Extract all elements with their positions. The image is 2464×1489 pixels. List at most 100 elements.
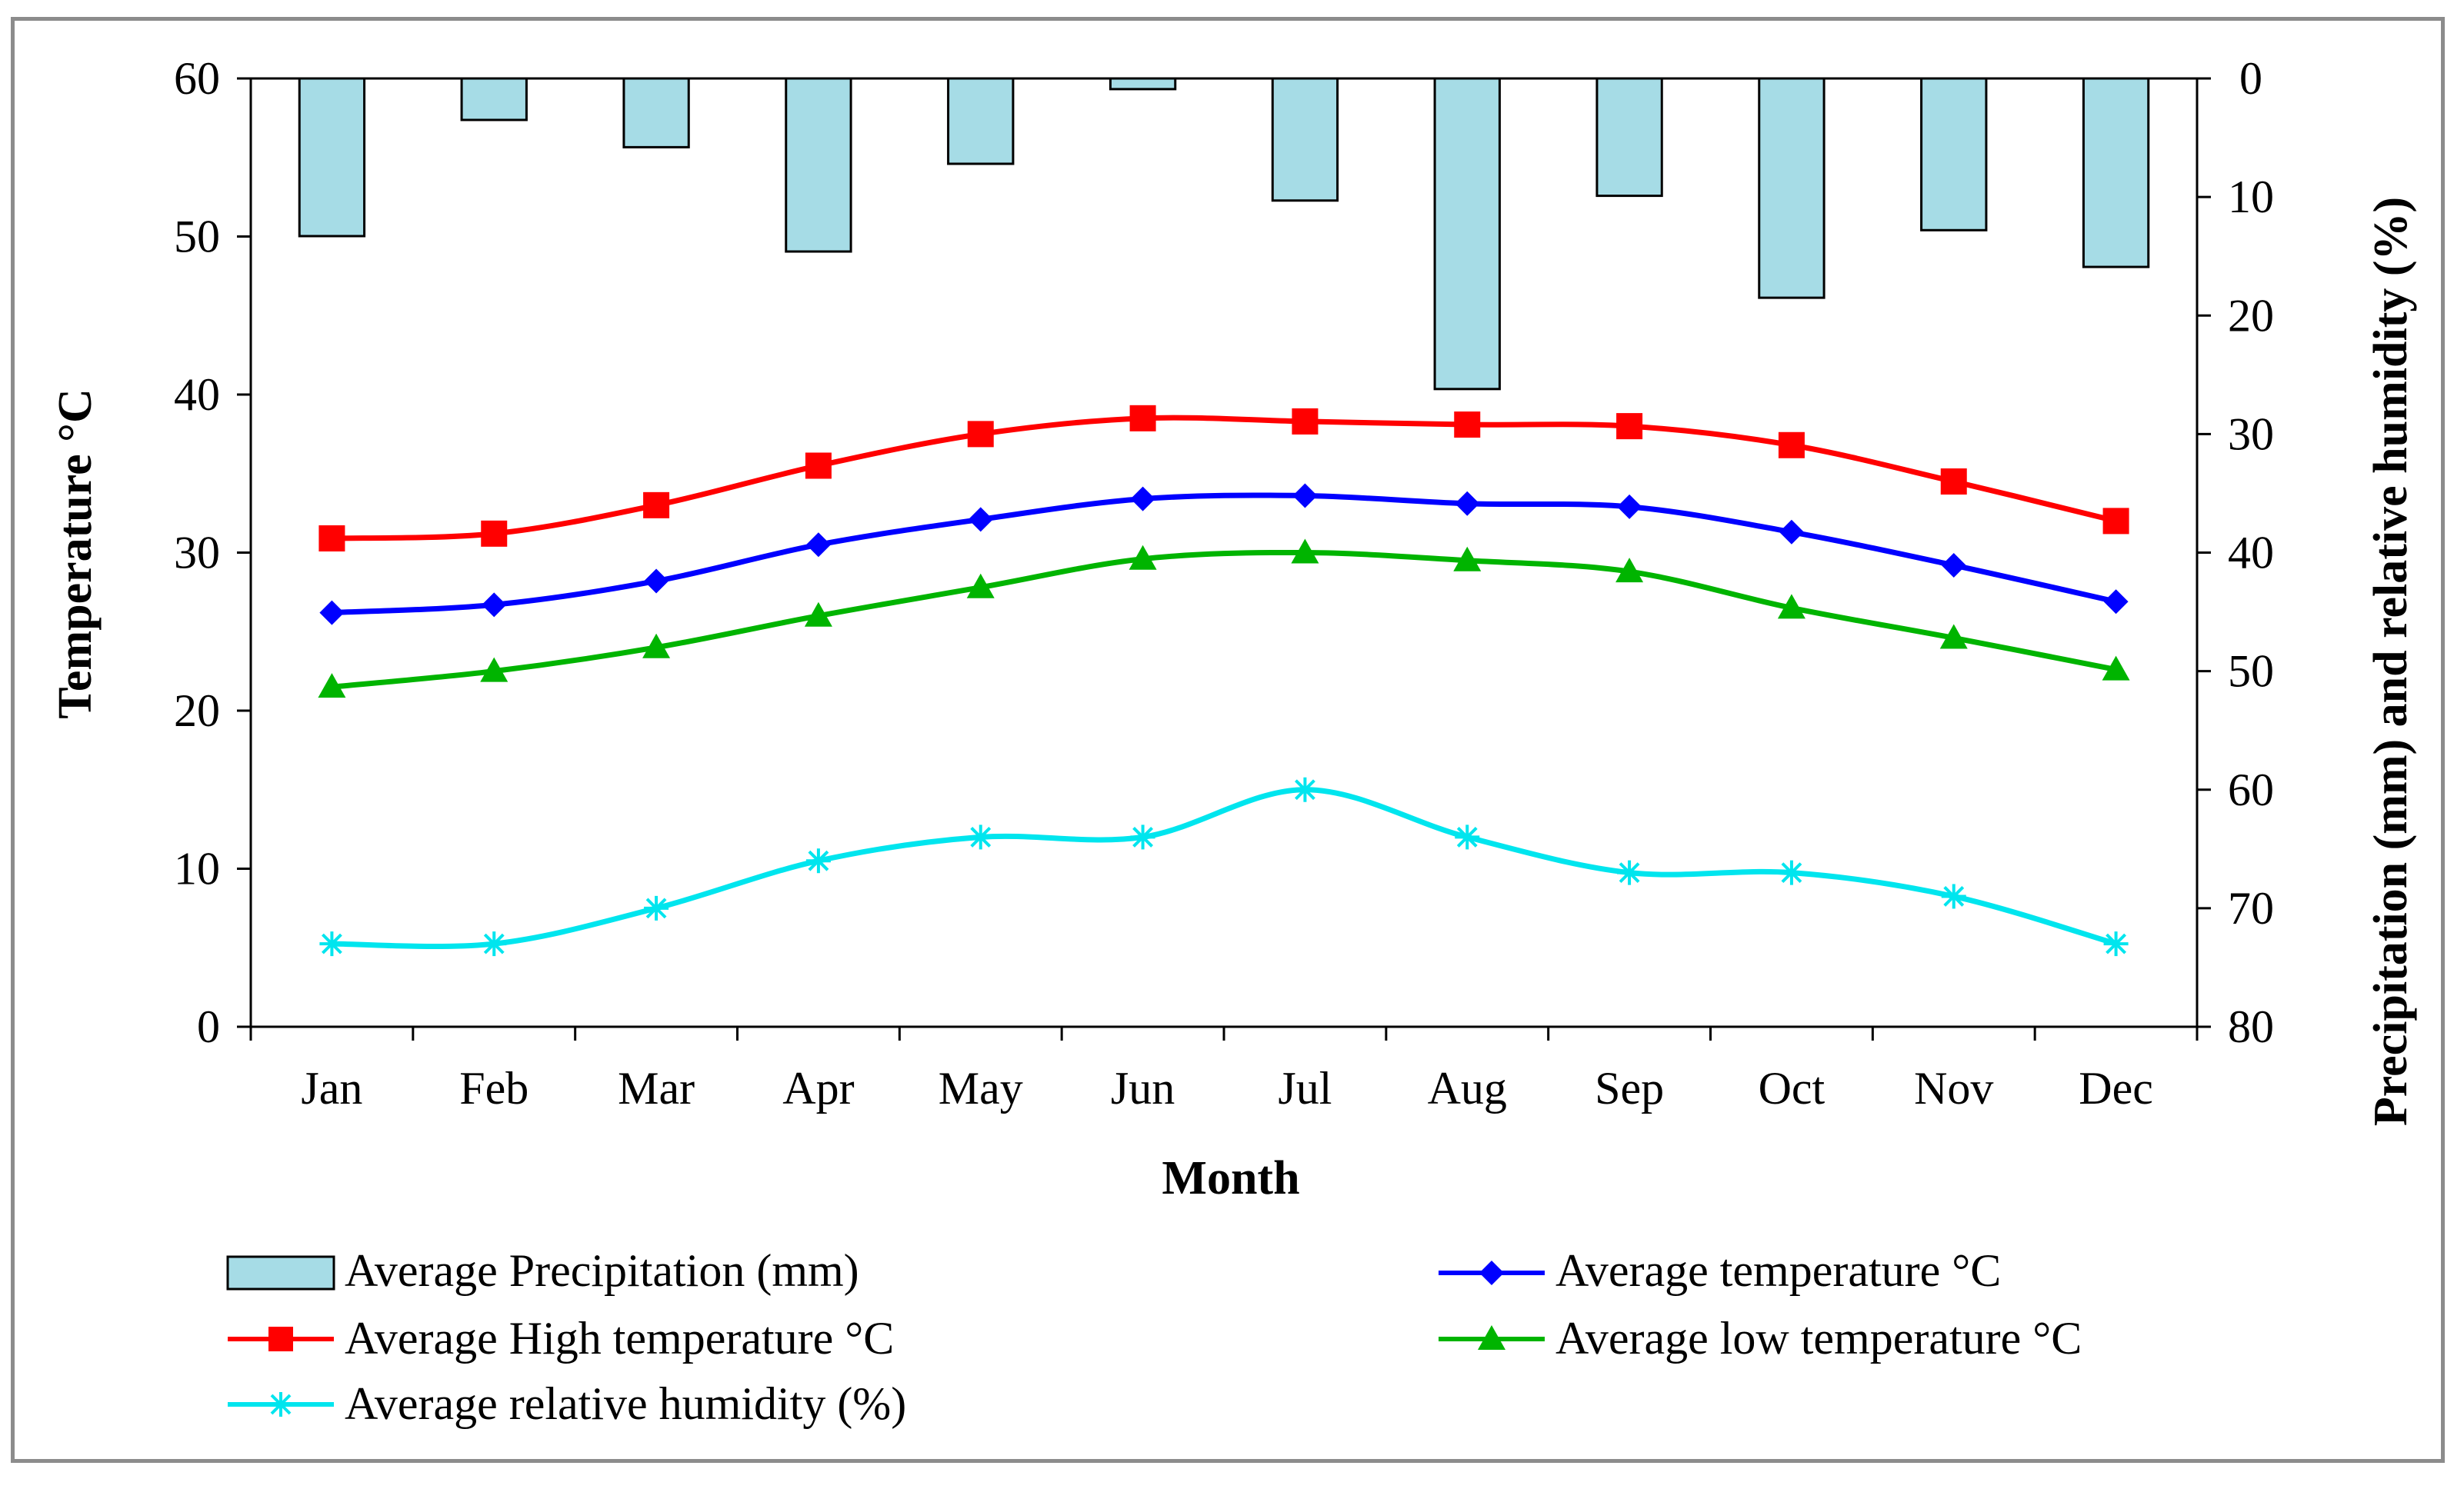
legend-marker-high-temperature — [268, 1327, 293, 1351]
data-point-average-low-temperature-c — [642, 633, 671, 658]
data-point-average-relative-humidity — [1617, 860, 1642, 885]
data-point-average-low-temperature-c — [1129, 545, 1157, 570]
precipitation-bar — [947, 77, 1015, 165]
data-point-average-low-temperature-c — [2102, 655, 2130, 681]
data-point-average-relative-humidity — [644, 895, 669, 921]
y-tick-label: 30 — [174, 528, 220, 578]
x-tick-label: Mar — [618, 1063, 695, 1114]
precipitation-bar — [622, 77, 690, 148]
legend-item-precipitation: Average Precipitation (mm) — [226, 1245, 859, 1296]
chart-frame — [11, 17, 2445, 1463]
line-series — [318, 405, 2130, 957]
x-tick-label: Jul — [1278, 1063, 1332, 1114]
data-point-average-temperature-c — [1779, 519, 1804, 545]
y2-tick-label: 70 — [2228, 883, 2274, 934]
precipitation-bar — [1271, 77, 1339, 202]
data-point-average-temperature-c — [482, 592, 507, 618]
legend-marker-avg-temperature — [1479, 1261, 1504, 1285]
legend-label-high-temperature: Average High temperature °C — [345, 1313, 894, 1364]
data-point-average-high-temperature-c — [1616, 413, 1643, 440]
data-point-average-high-temperature-c — [1778, 431, 1805, 458]
precipitation-bar — [1595, 77, 1663, 198]
series-line-average-low-temperature-c — [332, 549, 2117, 690]
data-point-average-relative-humidity — [1941, 884, 1966, 909]
data-point-average-temperature-c — [1941, 552, 1966, 578]
y-tick-label: 60 — [174, 53, 220, 104]
y2-tick-label: 30 — [2228, 408, 2274, 459]
legend-label-precipitation: Average Precipitation (mm) — [345, 1245, 859, 1296]
legend-swatch-precipitation — [226, 1255, 335, 1291]
axes — [237, 77, 2211, 1041]
tick-labels: 0 10 20 30 40 50 60 0 10 20 30 40 50 60 70 80 Jan Feb Mar A… — [174, 53, 2274, 1114]
y2-tick-label: 20 — [2228, 290, 2274, 341]
precipitation-bar — [1758, 77, 1825, 299]
precipitation-bar — [2082, 77, 2150, 268]
data-point-average-high-temperature-c — [1129, 405, 1156, 431]
data-point-average-relative-humidity — [1130, 824, 1155, 850]
legend-item-humidity: Average relative humidity (%) — [228, 1378, 906, 1429]
legend-item-high-temperature: Average High temperature °C — [228, 1313, 894, 1364]
legend: Average Precipitation (mm) Average tempe… — [226, 1245, 2082, 1429]
data-point-average-temperature-c — [1292, 483, 1318, 508]
legend-item-low-temperature: Average low temperature °C — [1439, 1313, 2082, 1364]
data-point-average-low-temperature-c — [1291, 538, 1319, 564]
data-point-average-relative-humidity — [1455, 824, 1480, 850]
y2-tick-label: 60 — [2228, 764, 2274, 815]
x-tick-label: Nov — [1914, 1063, 1993, 1114]
data-point-average-relative-humidity — [2103, 931, 2129, 957]
x-tick-label: Feb — [459, 1063, 528, 1114]
data-point-average-relative-humidity — [968, 824, 993, 850]
precipitation-bar — [785, 77, 852, 253]
precipitation-bar — [1433, 77, 1501, 391]
data-point-average-temperature-c — [644, 568, 669, 594]
data-point-average-high-temperature-c — [481, 520, 508, 547]
data-point-average-low-temperature-c — [318, 673, 346, 698]
data-point-average-high-temperature-c — [318, 525, 345, 552]
data-point-average-temperature-c — [968, 507, 993, 532]
data-point-average-high-temperature-c — [1292, 408, 1319, 435]
data-point-average-high-temperature-c — [1940, 468, 1967, 495]
x-tick-label: Jan — [301, 1063, 362, 1114]
x-tick-label: Sep — [1595, 1063, 1664, 1114]
legend-label-humidity: Average relative humidity (%) — [345, 1378, 906, 1429]
y-tick-label: 0 — [197, 1001, 220, 1052]
legend-item-avg-temperature: Average temperature °C — [1439, 1245, 2001, 1296]
precipitation-bar — [1920, 77, 1988, 232]
y2-tick-label: 50 — [2228, 646, 2274, 697]
y-tick-label: 10 — [174, 844, 220, 894]
data-point-average-high-temperature-c — [2102, 508, 2129, 535]
data-point-average-relative-humidity — [1779, 860, 1804, 885]
data-point-average-temperature-c — [1130, 486, 1155, 511]
y-tick-label: 50 — [174, 212, 220, 262]
data-point-average-low-temperature-c — [1777, 594, 1805, 619]
y2-tick-label: 80 — [2228, 1001, 2274, 1052]
data-point-average-high-temperature-c — [1454, 411, 1481, 438]
data-point-average-temperature-c — [1455, 491, 1480, 516]
legend-label-low-temperature: Average low temperature °C — [1555, 1313, 2082, 1364]
x-tick-label: Aug — [1428, 1063, 1507, 1114]
legend-marker-humidity — [268, 1392, 293, 1417]
data-point-average-relative-humidity — [482, 931, 507, 957]
data-point-average-relative-humidity — [805, 848, 831, 874]
data-point-average-relative-humidity — [1292, 777, 1318, 802]
data-point-average-low-temperature-c — [480, 657, 508, 682]
x-tick-label: Jun — [1111, 1063, 1175, 1114]
x-axis-title: Month — [1162, 1152, 1299, 1204]
legend-marker-low-temperature — [1478, 1325, 1505, 1350]
y2-tick-label: 40 — [2228, 528, 2274, 578]
data-point-average-low-temperature-c — [1453, 546, 1482, 571]
y2-tick-label: 0 — [2239, 53, 2262, 104]
precipitation-bar — [1109, 77, 1177, 91]
series-line-average-high-temperature-c — [332, 415, 2117, 541]
data-point-average-low-temperature-c — [1939, 624, 1968, 649]
series-line-average-relative-humidity — [332, 787, 2117, 950]
data-point-average-temperature-c — [1617, 494, 1642, 519]
data-point-average-low-temperature-c — [804, 601, 832, 627]
data-point-average-high-temperature-c — [805, 452, 832, 479]
series-line-average-temperature-c — [332, 492, 2117, 616]
y2-axis-title: Precipitation (mm) and relative humidity… — [2365, 197, 2417, 1126]
x-tick-label: May — [939, 1063, 1023, 1114]
precipitation-bars — [298, 77, 2150, 391]
precipitation-bar — [298, 77, 366, 238]
